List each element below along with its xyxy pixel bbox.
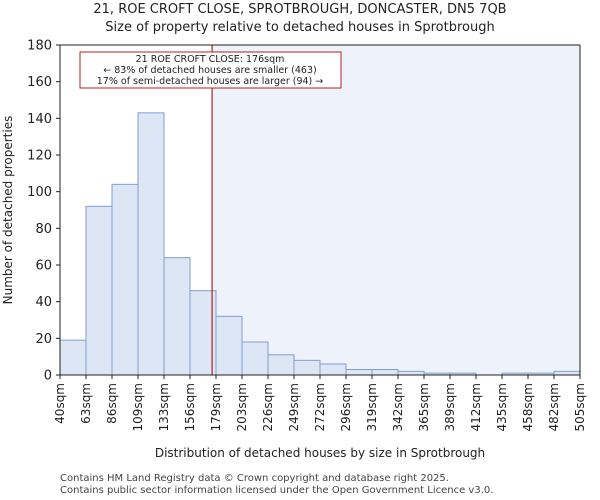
- x-tick-label: 249sqm: [287, 383, 301, 431]
- x-tick-label: 435sqm: [495, 383, 509, 431]
- histogram-bar: [319, 363, 347, 376]
- histogram-bar: [345, 369, 373, 376]
- y-tick-label: 120: [27, 149, 52, 164]
- y-tick-label: 40: [35, 295, 52, 310]
- x-axis-label: Distribution of detached houses by size …: [155, 446, 485, 460]
- histogram-bar: [215, 315, 243, 376]
- annotation-line: ← 83% of detached houses are smaller (46…: [103, 65, 316, 76]
- x-tick-label: 272sqm: [313, 383, 327, 431]
- footer-copyright: Contains HM Land Registry data © Crown c…: [60, 473, 449, 484]
- highlight-region: [212, 45, 580, 375]
- x-tick-label: 365sqm: [417, 383, 431, 431]
- x-tick-label: 133sqm: [157, 383, 171, 431]
- annotation-line: 17% of semi-detached houses are larger (…: [97, 76, 324, 87]
- x-tick-label: 86sqm: [105, 383, 119, 424]
- y-axis-label: Number of detached properties: [1, 116, 15, 305]
- x-tick-label: 505sqm: [573, 383, 587, 431]
- y-tick-label: 160: [27, 75, 52, 90]
- x-tick-label: 109sqm: [131, 383, 145, 431]
- annotation-line: 21 ROE CROFT CLOSE: 176sqm: [136, 54, 285, 65]
- x-tick-label: 412sqm: [469, 383, 483, 431]
- histogram-bar: [293, 359, 321, 376]
- histogram-bar: [397, 370, 425, 376]
- y-tick-label: 140: [27, 112, 52, 127]
- x-tick-label: 226sqm: [261, 383, 275, 431]
- x-tick-label: 319sqm: [365, 383, 379, 431]
- y-tick-label: 20: [35, 332, 52, 347]
- x-tick-label: 203sqm: [235, 383, 249, 431]
- histogram-bar: [137, 112, 165, 376]
- y-tick-label: 180: [27, 39, 52, 54]
- x-tick-label: 63sqm: [79, 383, 93, 424]
- histogram-bar: [267, 354, 295, 376]
- y-tick-label: 60: [35, 259, 52, 274]
- x-tick-label: 482sqm: [547, 383, 561, 431]
- chart-title: 21, ROE CROFT CLOSE, SPROTBROUGH, DONCAS…: [93, 2, 507, 17]
- footer-licence: Contains public sector information licen…: [60, 485, 494, 496]
- histogram-bar: [553, 370, 581, 376]
- histogram-bar: [241, 341, 269, 376]
- histogram-bar: [85, 205, 113, 376]
- x-tick-label: 389sqm: [443, 383, 457, 431]
- histogram-bar: [111, 183, 139, 376]
- y-tick-label: 100: [27, 185, 52, 200]
- x-tick-label: 179sqm: [209, 383, 223, 431]
- histogram-bar: [163, 257, 191, 376]
- histogram-bar: [59, 339, 87, 376]
- x-tick-label: 296sqm: [339, 383, 353, 431]
- x-tick-label: 458sqm: [521, 383, 535, 431]
- annotation-box: [79, 51, 342, 89]
- y-tick-label: 0: [44, 369, 52, 384]
- x-tick-label: 342sqm: [391, 383, 405, 431]
- histogram-bar: [371, 369, 399, 376]
- x-tick-label: 156sqm: [183, 383, 197, 431]
- chart-subtitle: Size of property relative to detached ho…: [105, 20, 495, 35]
- x-tick-label: 40sqm: [53, 383, 67, 424]
- y-tick-label: 80: [35, 222, 52, 237]
